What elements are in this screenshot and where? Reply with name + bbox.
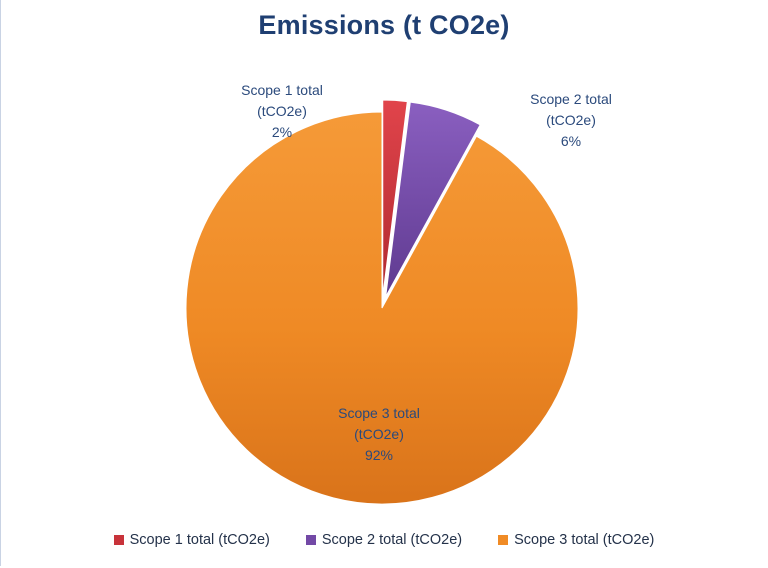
data-label-scope-3: Scope 3 total (tCO2e) 92% (338, 405, 420, 463)
legend-item-scope-2: Scope 2 total (tCO2e) (305, 532, 462, 548)
chart-title: Emissions (t CO2e) (258, 10, 510, 40)
legend-swatch (305, 535, 316, 545)
legend: Scope 1 total (tCO2e) Scope 2 total (tCO… (0, 532, 768, 548)
legend-swatch (113, 535, 124, 545)
pie-slice-scope-3 (185, 111, 579, 505)
pie-slice-scope-1 (382, 99, 408, 297)
data-label-scope-2: Scope 2 total (tCO2e) 6% (530, 91, 612, 149)
data-label-scope-1: Scope 1 total (tCO2e) 2% (241, 82, 323, 140)
legend-item-scope-1: Scope 1 total (tCO2e) (113, 532, 270, 548)
pie-slice-scope-2 (385, 101, 481, 297)
legend-swatch (498, 535, 509, 545)
legend-item-scope-3: Scope 3 total (tCO2e) (498, 532, 654, 548)
